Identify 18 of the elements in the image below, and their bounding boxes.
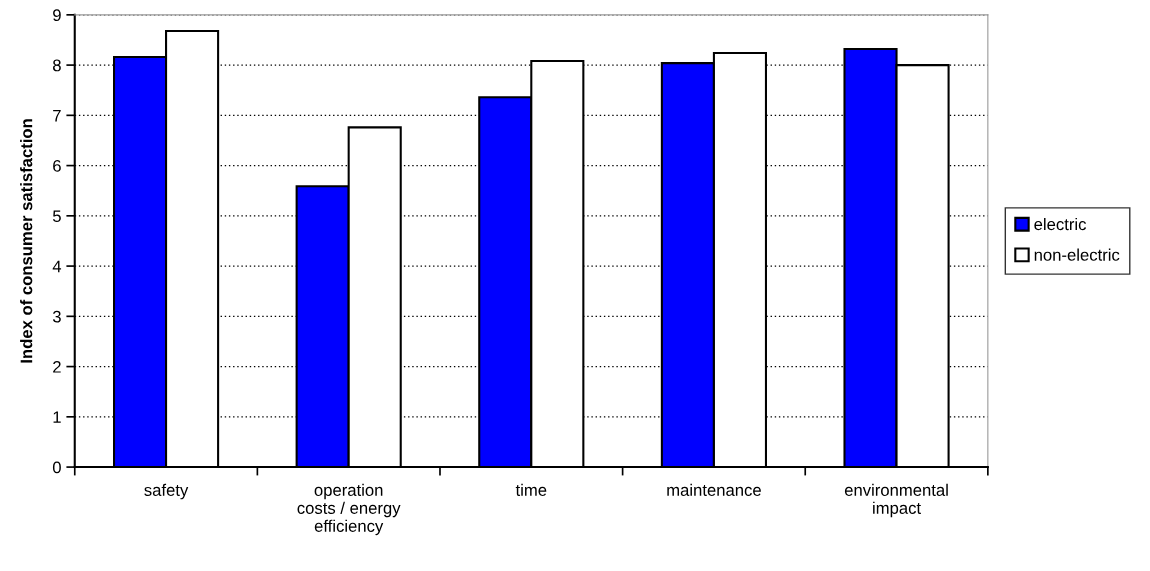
y-tick-label: 7: [53, 109, 61, 122]
legend-label: electric: [1034, 217, 1086, 231]
y-tick-label: 8: [53, 59, 61, 72]
x-tick-label: time: [515, 483, 547, 496]
legend-label: non-electric: [1034, 248, 1120, 261]
y-tick-label: 6: [53, 159, 61, 172]
y-tick-label: 5: [52, 210, 61, 223]
y-tick-label: 1: [53, 411, 61, 423]
x-tick-label: operation costs / energy efficiency: [297, 483, 401, 536]
y-axis-title: Index of consumer satisfaction: [20, 119, 33, 363]
y-tick-label: 2: [53, 360, 61, 373]
y-tick-label: 3: [52, 310, 61, 323]
y-tick-label: 4: [52, 260, 62, 273]
x-tick-label: environmental impact: [844, 483, 948, 518]
y-tick-label: 0: [52, 461, 61, 474]
y-tick-label: 9: [53, 9, 61, 22]
x-tick-label: maintenance: [667, 483, 761, 496]
x-tick-label: safety: [144, 483, 189, 500]
